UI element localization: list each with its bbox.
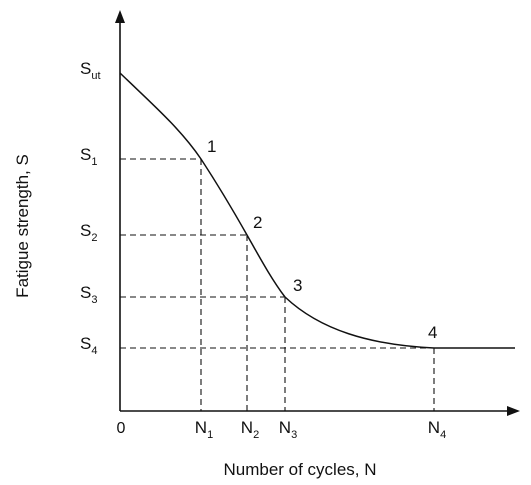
y-tick-s2: S2: [80, 221, 97, 244]
y-tick-labels: Sut S1 S2 S3 S4: [80, 59, 101, 357]
origin-label: 0: [117, 420, 126, 437]
y-tick-s1: S1: [80, 145, 97, 168]
point-label-3: 3: [293, 276, 302, 295]
point-label-1: 1: [207, 137, 216, 156]
axes: [115, 10, 520, 416]
x-tick-n2: N2: [241, 418, 259, 441]
y-axis-arrow: [115, 10, 125, 23]
x-axis-title: Number of cycles, N: [223, 460, 376, 479]
x-tick-labels: N1 N2 N3 N4: [195, 418, 446, 441]
x-tick-n1: N1: [195, 418, 213, 441]
dashed-guides: [120, 158, 435, 411]
point-label-2: 2: [253, 213, 262, 232]
y-tick-s3: S3: [80, 283, 97, 306]
x-tick-n3: N3: [279, 418, 297, 441]
y-axis-title: Fatigue strength, S: [13, 154, 32, 298]
x-tick-n4: N4: [428, 418, 446, 441]
sn-curve: [119, 72, 515, 349]
y-tick-s4: S4: [80, 334, 97, 357]
x-axis-arrow: [507, 406, 520, 416]
point-labels: 1 2 3 4: [207, 137, 437, 342]
point-label-4: 4: [428, 323, 437, 342]
y-tick-sut: Sut: [80, 59, 101, 82]
